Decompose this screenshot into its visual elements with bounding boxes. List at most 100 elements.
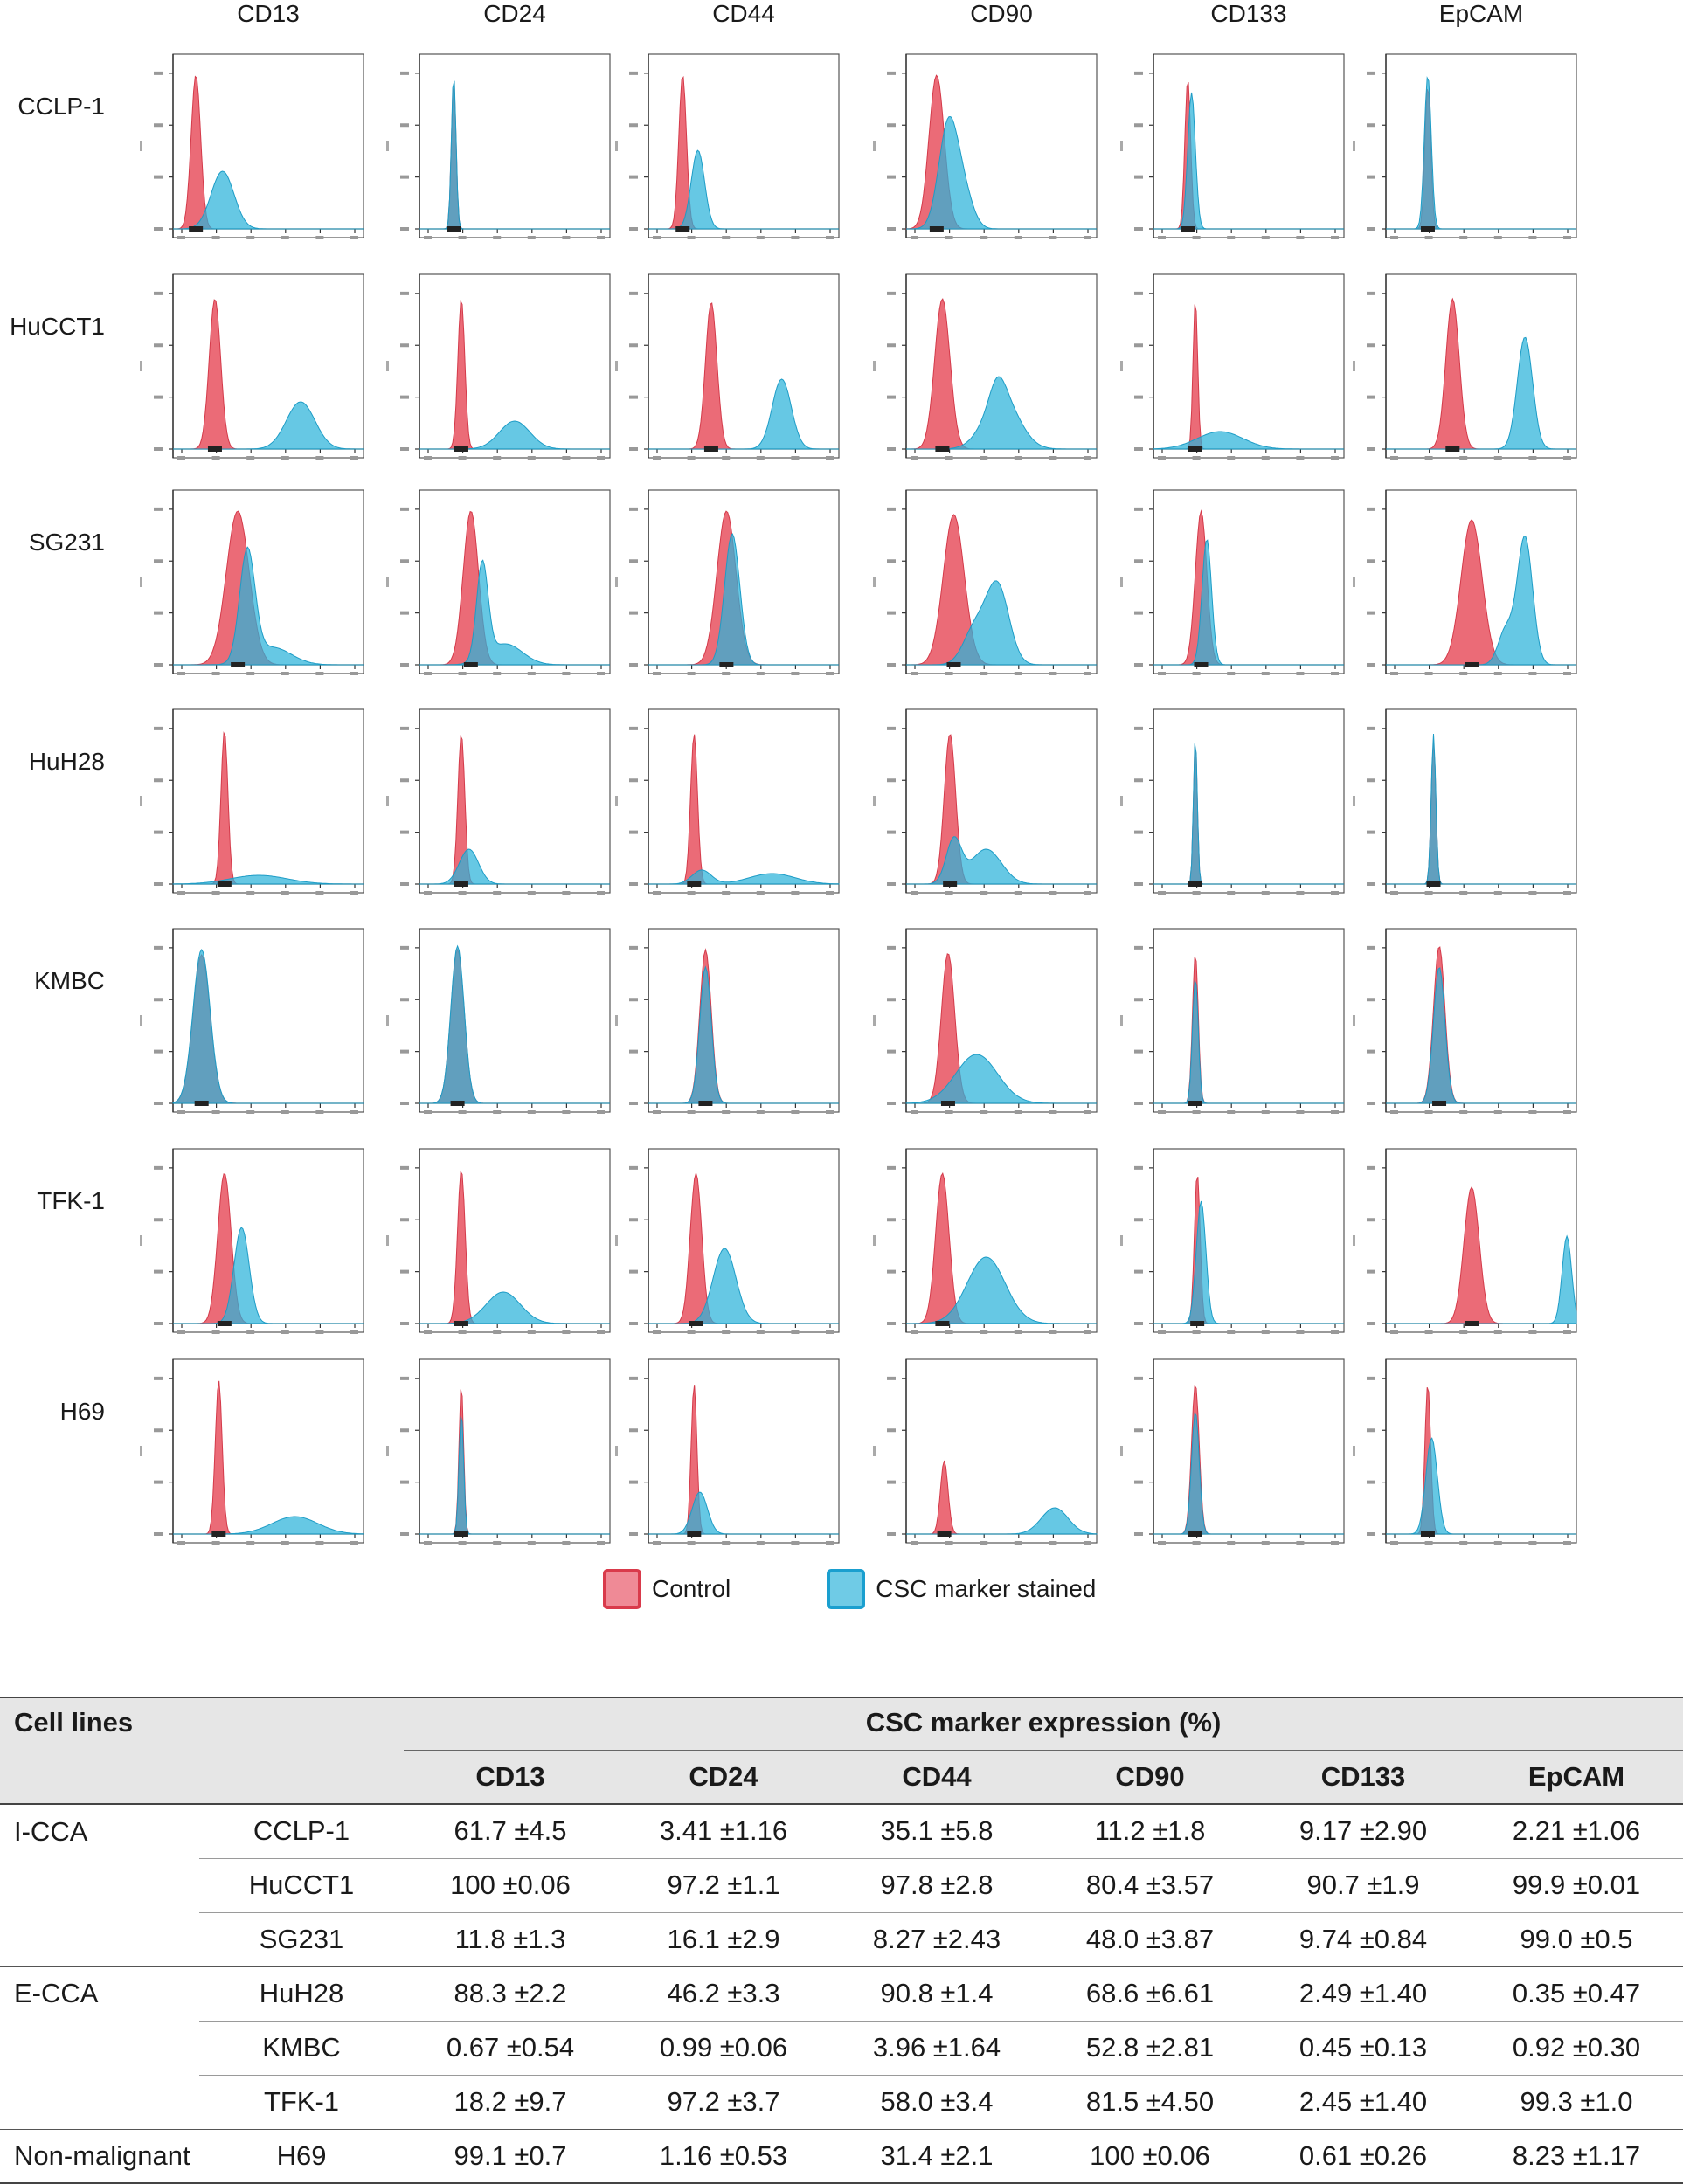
y-tick-label [1134, 663, 1143, 667]
y-tick-label [629, 611, 638, 615]
x-tick-label [980, 672, 988, 675]
y-tick-label [1367, 726, 1375, 730]
legend-item-control: Control [603, 1569, 731, 1609]
y-axis-title [873, 141, 876, 151]
x-tick-label [493, 672, 502, 675]
csc-histogram-HuCCT1-EpCAM [1386, 336, 1576, 450]
origin-marker [1190, 1321, 1205, 1326]
y-tick-label [887, 998, 896, 1002]
y-tick-label [400, 1218, 409, 1222]
x-tick-label [527, 1110, 536, 1114]
y-tick-label [1367, 1428, 1375, 1433]
panel-KMBC-CD13 [140, 928, 364, 1114]
x-tick-label [1192, 672, 1201, 675]
y-tick-label [400, 559, 409, 563]
x-tick-label [826, 456, 834, 460]
x-tick-label [653, 1541, 661, 1545]
x-tick-label [1331, 891, 1339, 895]
origin-marker [929, 226, 944, 232]
y-tick-label [629, 1376, 638, 1380]
panel-HuH28-CD44 [615, 708, 840, 895]
panel-frame [648, 273, 840, 459]
x-tick-label [1049, 891, 1057, 895]
y-axis-title [140, 141, 142, 151]
x-tick-label [1459, 1541, 1468, 1545]
y-tick-label [1367, 1376, 1375, 1380]
y-tick-label [1134, 559, 1143, 563]
y-tick-label [887, 227, 896, 231]
panel-frame [1153, 708, 1345, 894]
x-tick-label [722, 672, 731, 675]
y-tick-label [887, 1218, 896, 1222]
value-CD90: 100 ±0.06 [1043, 2128, 1257, 2184]
y-tick-label [1367, 447, 1375, 451]
panel-H69-CD13 [140, 1358, 364, 1545]
x-tick-label [1390, 1110, 1398, 1114]
x-tick-label [722, 1330, 731, 1334]
panel-frame [1385, 708, 1577, 894]
x-tick-label [350, 236, 358, 239]
x-tick-label [791, 672, 800, 675]
x-tick-label [1014, 1330, 1022, 1334]
panel-frame [1385, 53, 1577, 238]
y-tick-label [1367, 1480, 1375, 1484]
csc-histogram-TFK-1-CD13 [173, 1227, 364, 1324]
y-tick-label [154, 1532, 163, 1536]
x-tick-label [687, 1541, 696, 1545]
x-tick-label [653, 456, 661, 460]
y-tick-label [1134, 507, 1143, 511]
csc-histogram-CCLP-1-CD13 [173, 170, 364, 230]
x-tick-label [756, 1110, 765, 1114]
x-tick-label [1261, 1110, 1270, 1114]
y-tick-label [1134, 611, 1143, 615]
y-tick-label [887, 291, 896, 295]
x-tick-label [458, 1541, 467, 1545]
y-axis-title [873, 361, 876, 371]
x-tick-label [1390, 891, 1398, 895]
x-tick-label [1227, 456, 1236, 460]
y-axis-title [140, 1235, 142, 1246]
y-tick-label [1134, 882, 1143, 886]
x-tick-label [562, 1541, 571, 1545]
x-tick-label [1493, 1541, 1502, 1545]
y-axis-title [386, 141, 389, 151]
y-tick-label [400, 71, 409, 75]
y-tick-label [400, 1165, 409, 1170]
x-tick-label [980, 1110, 988, 1114]
y-tick-label [154, 1428, 163, 1433]
y-tick-label [1367, 123, 1375, 128]
x-tick-label [1192, 1330, 1201, 1334]
y-axis-title [1353, 577, 1355, 587]
y-tick-label [887, 507, 896, 511]
origin-marker [719, 662, 734, 667]
y-tick-label [1134, 1218, 1143, 1222]
y-tick-label [154, 1049, 163, 1054]
y-tick-label [1134, 123, 1143, 128]
x-tick-label [424, 891, 432, 895]
x-tick-label [1296, 1541, 1305, 1545]
y-tick-label [887, 71, 896, 75]
x-tick-label [458, 1110, 467, 1114]
y-axis-title [386, 1235, 389, 1246]
panel-frame [419, 708, 611, 894]
x-tick-label [1084, 672, 1091, 675]
table-row: SG231 11.8 ±1.3 16.1 ±2.9 8.27 ±2.43 48.0 ±3… [0, 1911, 1683, 1966]
y-tick-label [629, 1165, 638, 1170]
value-CD24: 3.41 ±1.16 [659, 1815, 788, 1847]
y-tick-label [1134, 1165, 1143, 1170]
y-tick-label [629, 71, 638, 75]
csc-histogram-HuH28-CD44 [648, 869, 840, 885]
csc-histogram-H69-CD13 [173, 1516, 364, 1535]
x-tick-label [826, 672, 834, 675]
y-tick-label [400, 998, 409, 1002]
value-CD13: 11.8 ±1.3 [404, 1911, 617, 1966]
y-tick-label [1134, 778, 1143, 783]
x-tick-label [211, 891, 220, 895]
x-tick-label [1424, 456, 1433, 460]
y-axis-title [1120, 1446, 1123, 1456]
table-row: KMBC 0.67 ±0.54 0.99 ±0.06 3.96 ±1.64 52.8 ±… [0, 2020, 1683, 2075]
value-CD90: 52.8 ±2.81 [1043, 2020, 1257, 2075]
y-tick-label [154, 1102, 163, 1105]
row-label-CCLP-1: CCLP-1 [17, 93, 105, 120]
csc-histogram-HuH28-EpCAM [1386, 733, 1576, 885]
